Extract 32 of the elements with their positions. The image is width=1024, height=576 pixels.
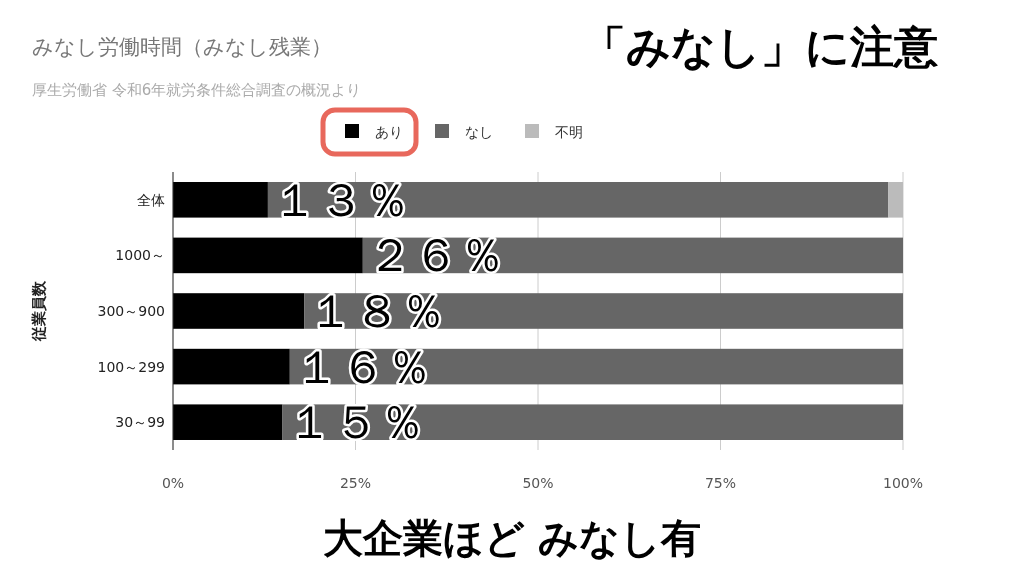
bar: [173, 404, 283, 440]
legend-label: あり: [375, 124, 403, 140]
x-tick-label: 50%: [522, 475, 554, 491]
x-tick-label: 75%: [704, 475, 737, 491]
legend-label: なし: [465, 124, 493, 140]
bar: [173, 182, 268, 218]
legend-label: 不明: [555, 124, 583, 140]
y-axis-title: 従業員数: [30, 280, 48, 342]
data-label: ２６％: [366, 228, 505, 283]
y-tick-label: 300～900: [97, 303, 165, 319]
bar: [267, 182, 889, 218]
bar: [173, 237, 363, 274]
bar: [282, 404, 903, 440]
y-tick-label: 30～99: [115, 414, 165, 431]
bar: [888, 182, 903, 218]
x-tick-label: 100%: [882, 475, 924, 491]
x-tick-label: 25%: [339, 475, 372, 491]
bar: [304, 293, 903, 329]
y-tick-label: 1000～: [115, 247, 165, 264]
data-label: １８％: [308, 284, 447, 338]
text: 大企業ほど みなし有: [322, 515, 702, 561]
y-tick-label: 全体: [137, 191, 165, 208]
y-tick-label: 100～299: [97, 358, 165, 375]
data-label: １６％: [293, 339, 432, 394]
text: 「みなし」に注意: [582, 21, 938, 72]
x-tick-label: 0%: [161, 475, 185, 491]
chart-subtitle: 厚生労働省 令和6年就労条件総合調査の概況より: [32, 81, 362, 99]
data-label: １５％: [286, 395, 425, 450]
chart-title: みなし労働時間（みなし残業）: [32, 35, 332, 59]
data-label: １３％: [271, 172, 410, 227]
bar: [173, 293, 305, 329]
bar: [173, 348, 290, 385]
